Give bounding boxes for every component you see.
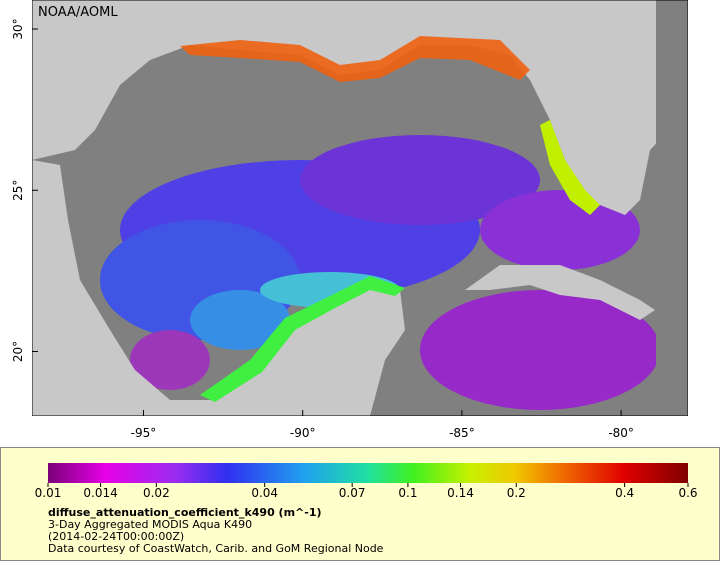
y-tick-label: 25° bbox=[11, 180, 25, 201]
k490-field bbox=[100, 135, 660, 410]
coastal-high bbox=[180, 36, 530, 82]
colorbar-tick-label: 0.4 bbox=[615, 486, 634, 500]
legend-time: (2014-02-24T00:00:00Z) bbox=[48, 530, 184, 543]
coastal-mid bbox=[540, 120, 600, 215]
colorbar-tick-label: 0.04 bbox=[251, 486, 278, 500]
colorbar-tick-label: 0.6 bbox=[678, 486, 697, 500]
colorbar-tick-label: 0.07 bbox=[339, 486, 366, 500]
x-tick-label: -95° bbox=[131, 426, 157, 440]
colorbar-tick-label: 0.1 bbox=[398, 486, 417, 500]
no-data bbox=[656, 0, 688, 416]
y-tick-label: 20° bbox=[11, 341, 25, 362]
variable: diffuse_attenuation_coefficient_k490 (m^… bbox=[48, 506, 322, 519]
map-credit: NOAA/AOML bbox=[38, 5, 118, 20]
colorbar-tick-label: 0.2 bbox=[507, 486, 526, 500]
land-mexico bbox=[32, 160, 405, 416]
land-cuba bbox=[465, 265, 655, 320]
colorbar-tick-label: 0.14 bbox=[447, 486, 474, 500]
colorbar-tick-label: 0.014 bbox=[83, 486, 117, 500]
colorbar-tick-label: 0.02 bbox=[143, 486, 170, 500]
land-usa bbox=[32, 0, 688, 215]
x-tick-label: -90° bbox=[290, 426, 316, 440]
colorbar bbox=[48, 463, 688, 483]
y-tick-label: 30° bbox=[11, 18, 25, 39]
map bbox=[32, 0, 688, 416]
legend-title: 3-Day Aggregated MODIS Aqua K490 bbox=[48, 518, 252, 531]
coastal-yucatan bbox=[200, 276, 405, 402]
legend-credit: Data courtesy of CoastWatch, Carib. and … bbox=[48, 542, 384, 555]
colorbar-tick-label: 0.01 bbox=[35, 486, 62, 500]
x-tick-label: -85° bbox=[449, 426, 475, 440]
x-tick-label: -80° bbox=[608, 426, 634, 440]
